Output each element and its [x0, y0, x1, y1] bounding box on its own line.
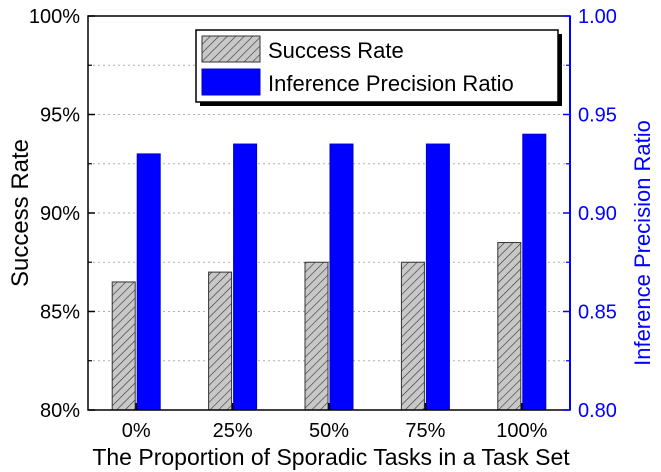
x-tick-label: 25%: [213, 420, 253, 442]
bar-success-rate: [400, 261, 425, 411]
right-tick-label: 0.80: [578, 400, 617, 422]
legend-label: Inference Precision Ratio: [268, 71, 514, 96]
x-tick-label: 100%: [496, 420, 547, 442]
bar-inference-precision: [329, 143, 354, 411]
bars: [111, 133, 547, 411]
left-tick-label: 100%: [29, 6, 80, 28]
right-tick-label: 0.95: [578, 105, 617, 127]
x-axis-label: The Proportion of Sporadic Tasks in a Ta…: [92, 444, 570, 470]
right-tick-label: 0.90: [578, 203, 617, 225]
left-tick-label: 90%: [40, 203, 80, 225]
legend: Success Rate Inference Precision Ratio: [195, 29, 562, 106]
right-tick-label: 0.85: [578, 302, 617, 324]
bar-inference-precision: [425, 143, 450, 411]
legend-label: Success Rate: [268, 38, 404, 63]
gridlines: [88, 64, 570, 362]
bar-success-rate: [111, 281, 136, 411]
left-tick-label: 80%: [40, 400, 80, 422]
left-tick-label: 95%: [40, 105, 80, 127]
left-tick-label: 85%: [40, 302, 80, 324]
legend-swatch: [201, 68, 261, 96]
bar-inference-precision: [233, 143, 258, 411]
right-y-axis: 0.80 0.85 0.90 0.95 1.00: [563, 6, 617, 422]
bar-success-rate: [304, 261, 329, 411]
bar-success-rate: [208, 271, 233, 411]
x-tick-label: 75%: [405, 420, 445, 442]
bar-inference-precision: [522, 133, 547, 411]
right-tick-label: 1.00: [578, 6, 617, 28]
legend-swatch: [201, 35, 261, 63]
x-tick-label: 0%: [122, 420, 151, 442]
left-y-axis-label: Success Rate: [7, 139, 34, 287]
x-tick-label: 50%: [309, 420, 349, 442]
x-axis: 0% 25% 50% 75% 100%: [122, 403, 548, 442]
bar-inference-precision: [136, 153, 161, 411]
bar-success-rate: [497, 242, 522, 411]
right-y-axis-label: Inference Precision Ratio: [630, 120, 655, 366]
left-y-axis: 80% 85% 90% 95% 100%: [29, 6, 95, 422]
